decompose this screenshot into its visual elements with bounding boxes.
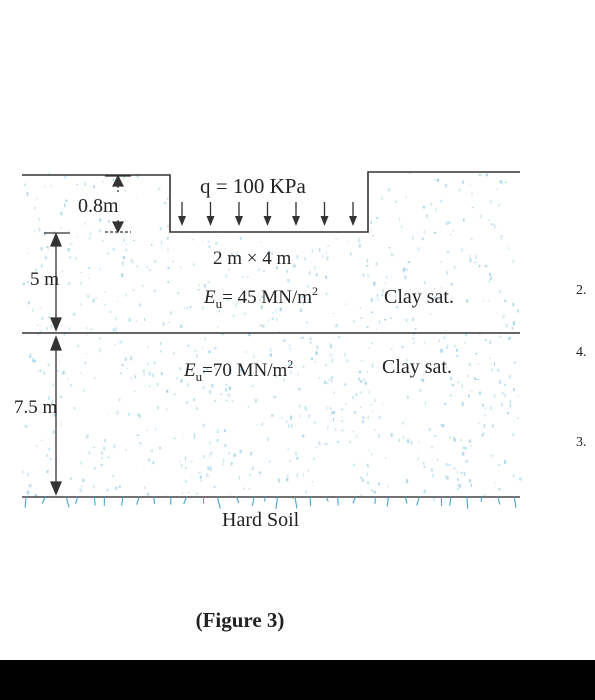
layer1-thickness-dimension <box>44 232 70 332</box>
ground-surface-line <box>22 171 520 233</box>
load-arrows <box>178 202 357 226</box>
layer2-soil-label: Clay sat. <box>382 356 452 378</box>
soil-speckle-texture <box>22 172 522 501</box>
embedment-dimension <box>105 174 131 234</box>
layer2-modulus-label: Eu=70 MN/m2 <box>183 357 293 384</box>
layer1-modulus-label: Eu= 45 MN/m2 <box>203 284 318 311</box>
layer2-thickness-dimension <box>50 335 62 496</box>
embedment-depth-label: 0.8m <box>78 195 119 217</box>
layer1-soil-label: Clay sat. <box>384 286 454 308</box>
side-fragment-1: 2. <box>576 283 587 298</box>
footing-size-label: 2 m × 4 m <box>213 248 291 269</box>
layer2-thickness-label: 7.5 m <box>14 397 58 418</box>
figure-caption: (Figure 3) <box>195 608 285 632</box>
load-label: q = 100 KPa <box>200 174 306 198</box>
hard-soil-label: Hard Soil <box>222 509 300 531</box>
layer1-thickness-label: 5 m <box>30 269 59 290</box>
bottom-black-bar <box>0 660 595 700</box>
side-fragment-3: 3. <box>576 435 587 450</box>
side-fragment-2: 4. <box>576 345 587 360</box>
embedment-label-bg <box>76 192 136 218</box>
hard-soil-hatching <box>24 496 517 509</box>
